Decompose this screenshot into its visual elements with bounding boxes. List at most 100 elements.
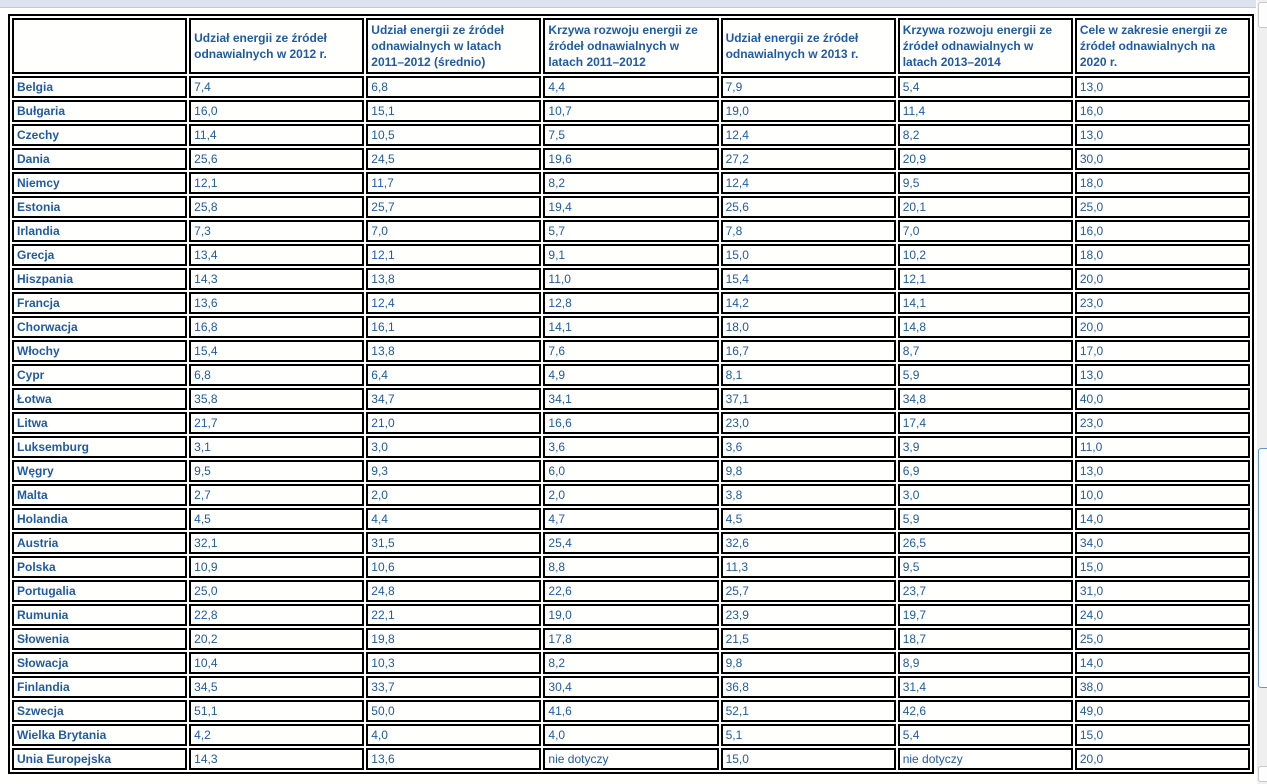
scrollbar-thumb[interactable]: [1258, 448, 1267, 688]
country-cell: Węgry: [12, 460, 188, 482]
value-cell: 14,0: [1074, 652, 1250, 674]
value-cell: 19,7: [897, 604, 1073, 626]
country-cell: Holandia: [12, 508, 188, 530]
value-cell: 23,0: [1074, 412, 1250, 434]
scrollbar-top-button[interactable]: [1258, 2, 1267, 28]
value-cell: 13,0: [1074, 76, 1250, 98]
table-row: Szwecja 51,1 50,0 41,6 52,1 42,6 49,0: [12, 700, 1250, 722]
value-cell: 3,1: [189, 436, 365, 458]
value-cell: 5,1: [720, 724, 896, 746]
country-cell: Niemcy: [12, 172, 188, 194]
value-cell: 10,6: [366, 556, 542, 578]
header-row: Udział energii ze źródeł odnawialnych w …: [12, 18, 1250, 74]
value-cell: 7,6: [543, 340, 719, 362]
country-cell: Bułgaria: [12, 100, 188, 122]
column-header: Udział energii ze źródeł odnawialnych w …: [366, 18, 542, 74]
country-cell: Chorwacja: [12, 316, 188, 338]
country-cell: Francja: [12, 292, 188, 314]
country-cell: Słowenia: [12, 628, 188, 650]
table-row: Rumunia 22,8 22,1 19,0 23,9 19,7 24,0: [12, 604, 1250, 626]
value-cell: 16,1: [366, 316, 542, 338]
value-cell: 31,4: [897, 676, 1073, 698]
corner-cell: [12, 18, 188, 74]
value-cell: 25,0: [1074, 196, 1250, 218]
country-cell: Finlandia: [12, 676, 188, 698]
country-cell: Słowacja: [12, 652, 188, 674]
value-cell: 8,2: [897, 124, 1073, 146]
value-cell: 19,8: [366, 628, 542, 650]
value-cell: 11,7: [366, 172, 542, 194]
value-cell: 22,6: [543, 580, 719, 602]
value-cell: 15,1: [366, 100, 542, 122]
value-cell: 34,5: [189, 676, 365, 698]
value-cell: 25,8: [189, 196, 365, 218]
column-header: Udział energii ze źródeł odnawialnych w …: [720, 18, 896, 74]
value-cell: 34,8: [897, 388, 1073, 410]
value-cell: 35,8: [189, 388, 365, 410]
column-header: Udział energii ze źródeł odnawialnych w …: [189, 18, 365, 74]
value-cell: 11,4: [189, 124, 365, 146]
value-cell: 34,0: [1074, 532, 1250, 554]
scrollbar-bottom-button[interactable]: [1258, 766, 1267, 782]
value-cell: 13,8: [366, 268, 542, 290]
value-cell: 30,4: [543, 676, 719, 698]
value-cell: 23,9: [720, 604, 896, 626]
value-cell: 4,5: [720, 508, 896, 530]
value-cell: 25,0: [189, 580, 365, 602]
value-cell: 16,0: [189, 100, 365, 122]
value-cell: 17,0: [1074, 340, 1250, 362]
table-row: Francja 13,6 12,4 12,8 14,2 14,1 23,0: [12, 292, 1250, 314]
country-cell: Estonia: [12, 196, 188, 218]
value-cell: 18,7: [897, 628, 1073, 650]
value-cell: 4,4: [543, 76, 719, 98]
value-cell: 6,8: [366, 76, 542, 98]
value-cell: 2,0: [366, 484, 542, 506]
value-cell: 20,9: [897, 148, 1073, 170]
value-cell: 6,0: [543, 460, 719, 482]
value-cell: 14,1: [543, 316, 719, 338]
value-cell: 10,9: [189, 556, 365, 578]
value-cell: 21,7: [189, 412, 365, 434]
value-cell: 12,1: [189, 172, 365, 194]
country-cell: Unia Europejska: [12, 748, 188, 770]
value-cell: 27,2: [720, 148, 896, 170]
value-cell: 14,2: [720, 292, 896, 314]
value-cell: 26,5: [897, 532, 1073, 554]
value-cell: 31,5: [366, 532, 542, 554]
value-cell: 52,1: [720, 700, 896, 722]
value-cell: 20,0: [1074, 316, 1250, 338]
table-row: Austria 32,1 31,5 25,4 32,6 26,5 34,0: [12, 532, 1250, 554]
country-cell: Polska: [12, 556, 188, 578]
value-cell: 34,7: [366, 388, 542, 410]
value-cell: 9,8: [720, 652, 896, 674]
value-cell: 14,3: [189, 748, 365, 770]
value-cell: 31,0: [1074, 580, 1250, 602]
value-cell: 30,0: [1074, 148, 1250, 170]
table-row: Słowenia 20,2 19,8 17,8 21,5 18,7 25,0: [12, 628, 1250, 650]
value-cell: 4,4: [366, 508, 542, 530]
value-cell: 25,4: [543, 532, 719, 554]
value-cell: 24,0: [1074, 604, 1250, 626]
value-cell: 11,0: [1074, 436, 1250, 458]
value-cell: 20,0: [1074, 748, 1250, 770]
value-cell: 3,6: [543, 436, 719, 458]
table-row: Niemcy 12,1 11,7 8,2 12,4 9,5 18,0: [12, 172, 1250, 194]
value-cell: 12,1: [366, 244, 542, 266]
value-cell: 10,4: [189, 652, 365, 674]
value-cell: 3,6: [720, 436, 896, 458]
column-header: Cele w zakresie energii ze źródeł odnawi…: [1074, 18, 1250, 74]
table-row: Bułgaria 16,0 15,1 10,7 19,0 11,4 16,0: [12, 100, 1250, 122]
value-cell: 25,0: [1074, 628, 1250, 650]
value-cell: 19,0: [720, 100, 896, 122]
value-cell: 4,9: [543, 364, 719, 386]
value-cell: 12,4: [366, 292, 542, 314]
value-cell: 16,0: [1074, 100, 1250, 122]
value-cell: 4,0: [366, 724, 542, 746]
table-row: Słowacja 10,4 10,3 8,2 9,8 8,9 14,0: [12, 652, 1250, 674]
country-cell: Grecja: [12, 244, 188, 266]
value-cell: 12,4: [720, 172, 896, 194]
vertical-scrollbar[interactable]: [1257, 0, 1267, 784]
value-cell: 40,0: [1074, 388, 1250, 410]
value-cell: 9,1: [543, 244, 719, 266]
value-cell: 13,6: [189, 292, 365, 314]
